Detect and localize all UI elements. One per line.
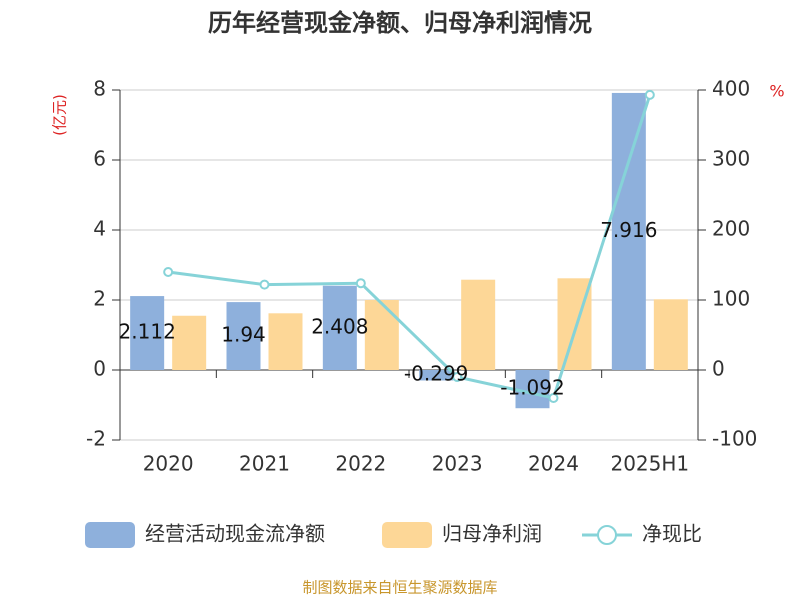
y2-axis-label: % — [769, 82, 784, 101]
line — [167, 94, 652, 400]
chart-title: 历年经营现金净额、归母净利润情况 — [208, 9, 592, 37]
line-point — [259, 279, 270, 290]
line-point — [163, 267, 174, 277]
data-label: 2.112 — [119, 320, 176, 344]
bar — [172, 315, 207, 370]
bar — [268, 313, 303, 370]
data-label: 1.94 — [221, 323, 266, 347]
legend-label: 经营活动现金流净额 — [145, 522, 325, 546]
bar — [322, 285, 357, 370]
y-tick-label: -2 — [86, 427, 106, 451]
x-tick-label: 2020 — [143, 452, 194, 476]
legend-label: 归母净利润 — [442, 522, 542, 546]
y2-tick-label: 100 — [712, 287, 750, 311]
bar — [653, 299, 688, 370]
data-label: -1.092 — [500, 376, 564, 400]
legend-label: 净现比 — [642, 522, 702, 546]
data-label: 7.916 — [600, 218, 657, 242]
source-note: 制图数据来自恒生聚源数据库 — [302, 579, 497, 597]
line-point — [355, 278, 366, 289]
x-tick-label: 2021 — [239, 452, 290, 476]
bar — [364, 300, 399, 370]
y2-tick-label: -100 — [712, 427, 757, 451]
y-tick-label: 0 — [93, 357, 106, 381]
y-tick-label: 2 — [93, 287, 106, 311]
y-axis-label: (亿元) — [51, 94, 69, 136]
bar — [226, 302, 261, 370]
y2-tick-label: 200 — [712, 217, 750, 241]
line-point — [644, 89, 655, 100]
data-label: -0.299 — [404, 362, 468, 386]
y2-tick-label: 400 — [712, 77, 750, 101]
line-point — [548, 393, 559, 403]
x-tick-label: 2024 — [528, 452, 579, 476]
legend-marker — [597, 525, 617, 545]
y2-tick-label: 300 — [712, 147, 750, 171]
bar — [130, 296, 165, 370]
legend-swatch — [85, 522, 135, 548]
x-tick-label: 2023 — [432, 452, 483, 476]
y2-tick-label: 0 — [712, 357, 725, 381]
bar — [461, 279, 496, 370]
bar — [419, 370, 454, 381]
bar — [611, 92, 646, 370]
x-tick-label: 2025H1 — [610, 452, 689, 476]
x-tick-label: 2022 — [335, 452, 386, 476]
bar — [515, 370, 550, 409]
data-label: 2.408 — [311, 314, 368, 338]
legend-swatch — [382, 522, 432, 548]
y-tick-label: 8 — [93, 77, 106, 101]
y-tick-label: 6 — [93, 147, 106, 171]
line-point — [452, 372, 463, 382]
y-tick-label: 4 — [93, 217, 106, 241]
